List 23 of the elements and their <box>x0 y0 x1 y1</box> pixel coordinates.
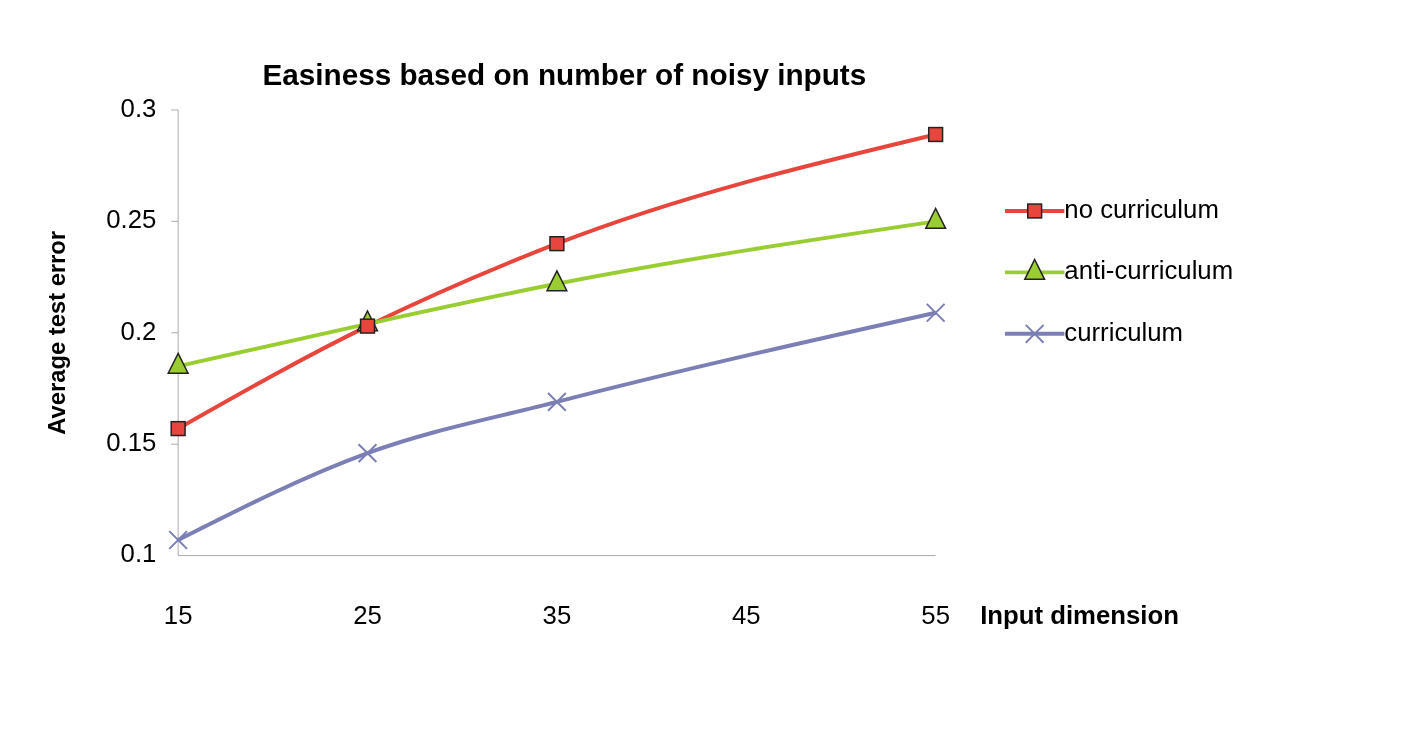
point <box>549 235 565 252</box>
point <box>168 530 189 550</box>
x-tick-label: 45 <box>731 600 761 629</box>
point <box>546 391 567 412</box>
x-tick-label: 15 <box>163 600 193 629</box>
point <box>170 420 186 437</box>
x-tick-label: 55 <box>921 600 950 629</box>
y-tick-label: 0.15 <box>106 427 157 456</box>
legend-label: curriculum <box>1064 317 1184 346</box>
x-axis-title: Input dimension <box>980 600 1179 629</box>
y-tick-label: 0.2 <box>120 316 157 345</box>
y-axis-title: Average test error <box>43 230 71 435</box>
x-tick-label: 25 <box>353 600 382 629</box>
x-tick-label: 35 <box>542 600 572 629</box>
y-tick-label: 0.25 <box>106 205 157 234</box>
legend-label: no curriculum <box>1064 194 1219 223</box>
point <box>357 443 378 463</box>
y-tick-label: 0.3 <box>120 93 157 122</box>
chart-title: Easiness based on number of noisy inputs <box>262 58 867 92</box>
point <box>925 302 946 323</box>
legend-label: anti-curriculum <box>1064 256 1234 285</box>
y-tick-label: 0.1 <box>120 539 157 568</box>
point <box>927 126 944 143</box>
